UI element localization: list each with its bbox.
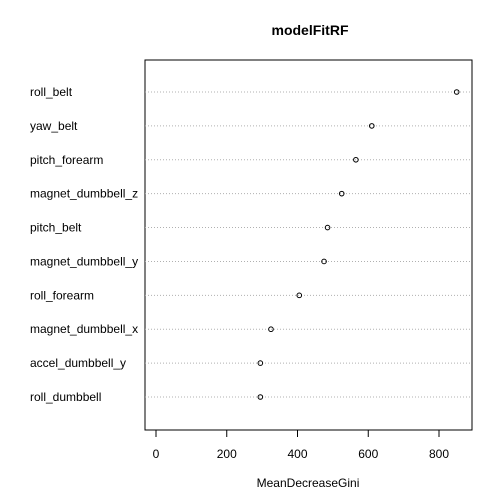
data-point-roll_forearm [296,292,303,299]
x-tick-label: 400 [287,447,307,461]
category-label: magnet_dumbbell_x [30,322,138,336]
x-tick-label: 0 [153,447,160,461]
data-point-yaw_belt [368,123,375,129]
plot-box [144,59,473,431]
category-label: magnet_dumbbell_z [30,187,138,201]
data-point-magnet_dumbbell_z [338,190,345,197]
x-axis-ticks: 0 200 400 600 800 [153,430,449,461]
data-point-pitch_forearm [353,156,359,163]
x-axis-label: MeanDecreaseGini [257,476,360,490]
category-label: roll_forearm [30,288,94,302]
category-label: accel_dumbbell_y [30,356,126,370]
data-point-magnet_dumbbell_y [321,258,327,265]
data-point-roll_dumbbell [257,394,264,400]
data-point-magnet_dumbbell_x [268,326,274,333]
x-tick-label: 800 [429,447,449,461]
data-point-roll_belt [453,89,460,95]
data-point-pitch_belt [324,224,331,231]
x-tick-label: 600 [358,447,378,461]
data-point-accel_dumbbell_y [257,360,264,366]
x-tick-label: 200 [217,447,237,461]
category-label: pitch_forearm [30,153,103,167]
category-label: roll_belt [30,85,73,99]
chart-title: modelFitRF [272,22,349,38]
category-label: pitch_belt [30,221,82,235]
rows: roll_belt yaw_belt pitch_forearm magnet_dum… [30,85,472,404]
category-label: yaw_belt [30,119,78,133]
category-label: roll_dumbbell [30,390,101,404]
category-label: magnet_dumbbell_y [30,254,138,268]
